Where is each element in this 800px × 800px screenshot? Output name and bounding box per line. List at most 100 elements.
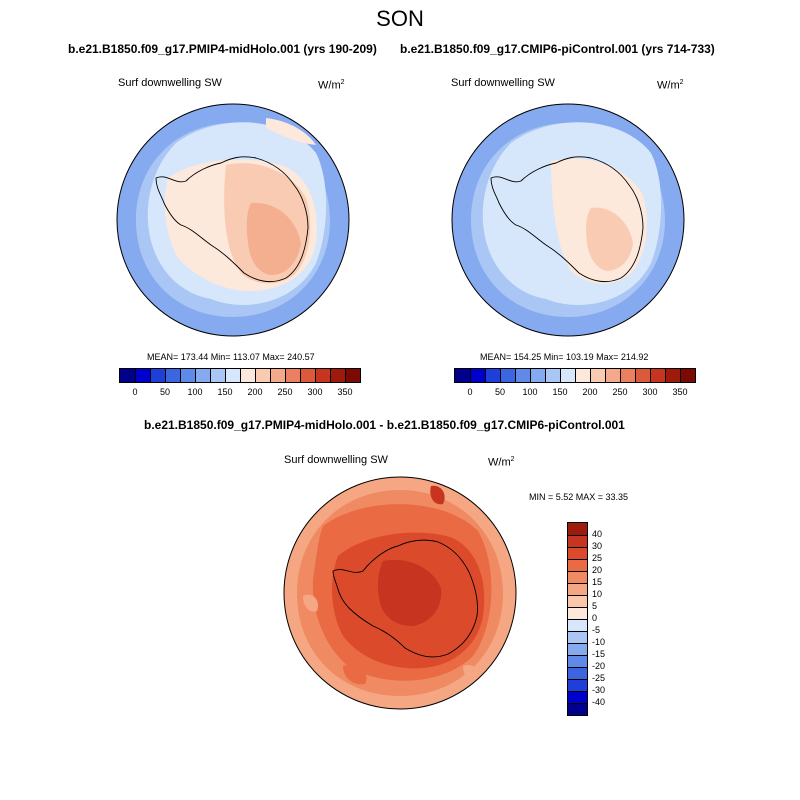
- panel2-colorbar-tick-label: 350: [672, 387, 688, 397]
- panel1-polar-map: [116, 103, 350, 337]
- panel2-colorbar-swatch: [575, 369, 590, 382]
- panel1-colorbar-swatch: [285, 369, 300, 382]
- panel2-colorbar-swatch: [530, 369, 545, 382]
- panel1-colorbar: [119, 368, 361, 383]
- panel2-polar-map: [451, 103, 685, 337]
- panel2-colorbar-swatch: [515, 369, 530, 382]
- panel2-colorbar-swatch: [650, 369, 665, 382]
- panel1-stats: MEAN= 173.44 Min= 113.07 Max= 240.57: [147, 352, 315, 362]
- panel1-colorbar-tick-label: 150: [217, 387, 233, 397]
- panel1-colorbar-swatch: [210, 369, 225, 382]
- diff-stats: MIN = 5.52 MAX = 33.35: [529, 492, 629, 502]
- panel2-colorbar-swatch: [455, 369, 470, 382]
- panel2-colorbar: [454, 368, 696, 383]
- diff-colorbar-tick-label: -30: [592, 685, 606, 695]
- diff-colorbar: [567, 522, 588, 716]
- panel2-colorbar-swatch: [590, 369, 605, 382]
- panel1-colorbar-tick-label: 100: [187, 387, 203, 397]
- diff-colorbar-tick-label: 0: [592, 613, 598, 623]
- diff-colorbar-tick-label: -10: [592, 637, 606, 647]
- panel1-colorbar-swatch: [345, 369, 360, 382]
- panel1-colorbar-swatch: [195, 369, 210, 382]
- panel2-colorbar-tick-label: 150: [552, 387, 568, 397]
- diff-colorbar-tick-label: -40: [592, 697, 606, 707]
- diff-colorbar-swatch: [568, 619, 587, 631]
- diff-colorbar-swatch: [568, 523, 587, 535]
- diff-colorbar-tick-label: 5: [592, 601, 598, 611]
- panel1-colorbar-swatch: [270, 369, 285, 382]
- panel1-colorbar-tick-label: 350: [337, 387, 353, 397]
- diff-colorbar-swatch: [568, 667, 587, 679]
- figure-title: SON: [376, 6, 424, 31]
- panel2-colorbar-tick-label: 0: [467, 387, 473, 397]
- panel2-stats: MEAN= 154.25 Min= 103.19 Max= 214.92: [480, 352, 649, 362]
- diff-colorbar-swatch: [568, 643, 587, 655]
- panel1-colorbar-swatch: [315, 369, 330, 382]
- panel1-colorbar-swatch: [180, 369, 195, 382]
- diff-colorbar-tick-label: 40: [592, 529, 603, 539]
- diff-colorbar-swatch: [568, 559, 587, 571]
- panel2-colorbar-swatch: [470, 369, 485, 382]
- panel1-colorbar-swatch: [330, 369, 345, 382]
- panel2-colorbar-tick-label: 50: [494, 387, 505, 397]
- panel2-colorbar-tick-label: 100: [522, 387, 538, 397]
- panel1-colorbar-swatch: [150, 369, 165, 382]
- diff-colorbar-tick-label: 15: [592, 577, 603, 587]
- panel2-colorbar-swatch: [620, 369, 635, 382]
- panel1-colorbar-tick-label: 50: [159, 387, 170, 397]
- panel1-colorbar-tick-label: 200: [247, 387, 263, 397]
- panel2-colorbar-swatch: [635, 369, 650, 382]
- diff-colorbar-swatch: [568, 607, 587, 619]
- panel2-colorbar-tick-label: 200: [582, 387, 598, 397]
- panel1-colorbar-swatch: [255, 369, 270, 382]
- panel1-colorbar-swatch: [240, 369, 255, 382]
- panel1-colorbar-tick-label: 0: [132, 387, 138, 397]
- panel1-colorbar-swatch: [165, 369, 180, 382]
- diff-colorbar-tick-label: -25: [592, 673, 606, 683]
- panel2-colorbar-swatch: [500, 369, 515, 382]
- panel1-colorbar-swatch: [135, 369, 150, 382]
- panel2-colorbar-swatch: [485, 369, 500, 382]
- diff-colorbar-tick-label: -20: [592, 661, 606, 671]
- panel2-colorbar-swatch: [545, 369, 560, 382]
- diff-colorbar-swatch: [568, 595, 587, 607]
- panel1-unit-label: W/m2: [318, 79, 345, 92]
- panel1-colorbar-swatch: [120, 369, 135, 382]
- panel2-colorbar-swatch: [560, 369, 575, 382]
- diff-colorbar-tick-label: -5: [592, 625, 601, 635]
- diff-variable-label: Surf downwelling SW: [284, 454, 388, 466]
- diff-colorbar-swatch: [568, 703, 587, 715]
- panel1-subtitle: b.e21.B1850.f09_g17.PMIP4-midHolo.001 (y…: [68, 42, 377, 56]
- diff-colorbar-swatch: [568, 547, 587, 559]
- diff-colorbar-tick-label: -15: [592, 649, 606, 659]
- panel1-variable-label: Surf downwelling SW: [118, 77, 222, 89]
- panel2-subtitle: b.e21.B1850.f09_g17.CMIP6-piControl.001 …: [400, 42, 715, 56]
- diff-polar-map: [283, 476, 517, 710]
- panel2-colorbar-swatch: [680, 369, 695, 382]
- diff-colorbar-swatch: [568, 631, 587, 643]
- panel1-colorbar-swatch: [300, 369, 315, 382]
- panel2-variable-label: Surf downwelling SW: [451, 77, 555, 89]
- panel2-coastline: [490, 156, 644, 283]
- diff-unit-label: W/m2: [488, 456, 515, 469]
- diff-colorbar-tick-label: 20: [592, 565, 603, 575]
- diff-colorbar-tick-label: 25: [592, 553, 603, 563]
- diff-colorbar-swatch: [568, 679, 587, 691]
- panel1-colorbar-swatch: [225, 369, 240, 382]
- diff-colorbar-swatch: [568, 583, 587, 595]
- diff-colorbar-swatch: [568, 571, 587, 583]
- panel2-colorbar-swatch: [665, 369, 680, 382]
- diff-colorbar-swatch: [568, 655, 587, 667]
- diff-coastline: [332, 539, 478, 658]
- diff-colorbar-tick-label: 10: [592, 589, 603, 599]
- diff-colorbar-swatch: [568, 691, 587, 703]
- diff-colorbar-swatch: [568, 535, 587, 547]
- panel2-colorbar-tick-label: 250: [612, 387, 628, 397]
- panel1-colorbar-tick-label: 250: [277, 387, 293, 397]
- panel2-unit-label: W/m2: [657, 79, 684, 92]
- panel1-coastline: [155, 156, 309, 283]
- panel1-colorbar-tick-label: 300: [307, 387, 323, 397]
- diff-panel-subtitle: b.e21.B1850.f09_g17.PMIP4-midHolo.001 - …: [144, 418, 625, 432]
- diff-colorbar-tick-label: 30: [592, 541, 603, 551]
- panel2-colorbar-swatch: [605, 369, 620, 382]
